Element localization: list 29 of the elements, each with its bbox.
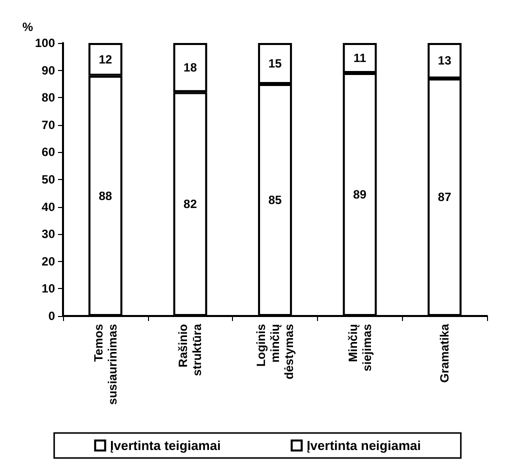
y-tick-label: 50 xyxy=(42,172,56,186)
data-label: 88 xyxy=(98,188,112,203)
data-label: 18 xyxy=(184,60,198,75)
y-tick-label: 40 xyxy=(42,200,56,214)
data-label: 12 xyxy=(98,52,112,66)
legend-label: Įvertinta teigiamai xyxy=(110,438,221,453)
y-tick-label: 0 xyxy=(48,309,56,323)
y-tick-label: 30 xyxy=(42,227,56,242)
y-tick-label: 80 xyxy=(42,90,56,105)
data-label: 82 xyxy=(184,197,198,212)
x-tick-label: Loginis minčių dėstymas xyxy=(254,324,296,380)
y-tick-label: 20 xyxy=(42,254,56,268)
y-tick-label: 10 xyxy=(42,282,56,296)
x-tick-label: Minčių siejimas xyxy=(346,324,374,372)
data-label: 11 xyxy=(353,51,366,66)
y-tick-label: 60 xyxy=(42,145,56,160)
data-label: 89 xyxy=(353,188,367,202)
y-tick-label: 100 xyxy=(34,36,56,50)
legend-label: Įvertinta neigiamai xyxy=(306,438,421,453)
y-tick-label: 90 xyxy=(42,63,56,78)
y-axis-title: % xyxy=(22,20,34,34)
data-label: 85 xyxy=(268,192,282,207)
x-tick-label: Rašinio struktūra xyxy=(176,324,204,376)
y-tick-label: 70 xyxy=(42,118,56,132)
x-tick-label: Temos susiaurinimas xyxy=(91,324,120,405)
data-label: 13 xyxy=(438,54,452,68)
x-tick-label: Gramatika xyxy=(438,324,452,383)
data-label: 87 xyxy=(438,190,452,204)
data-label: 15 xyxy=(268,56,282,70)
